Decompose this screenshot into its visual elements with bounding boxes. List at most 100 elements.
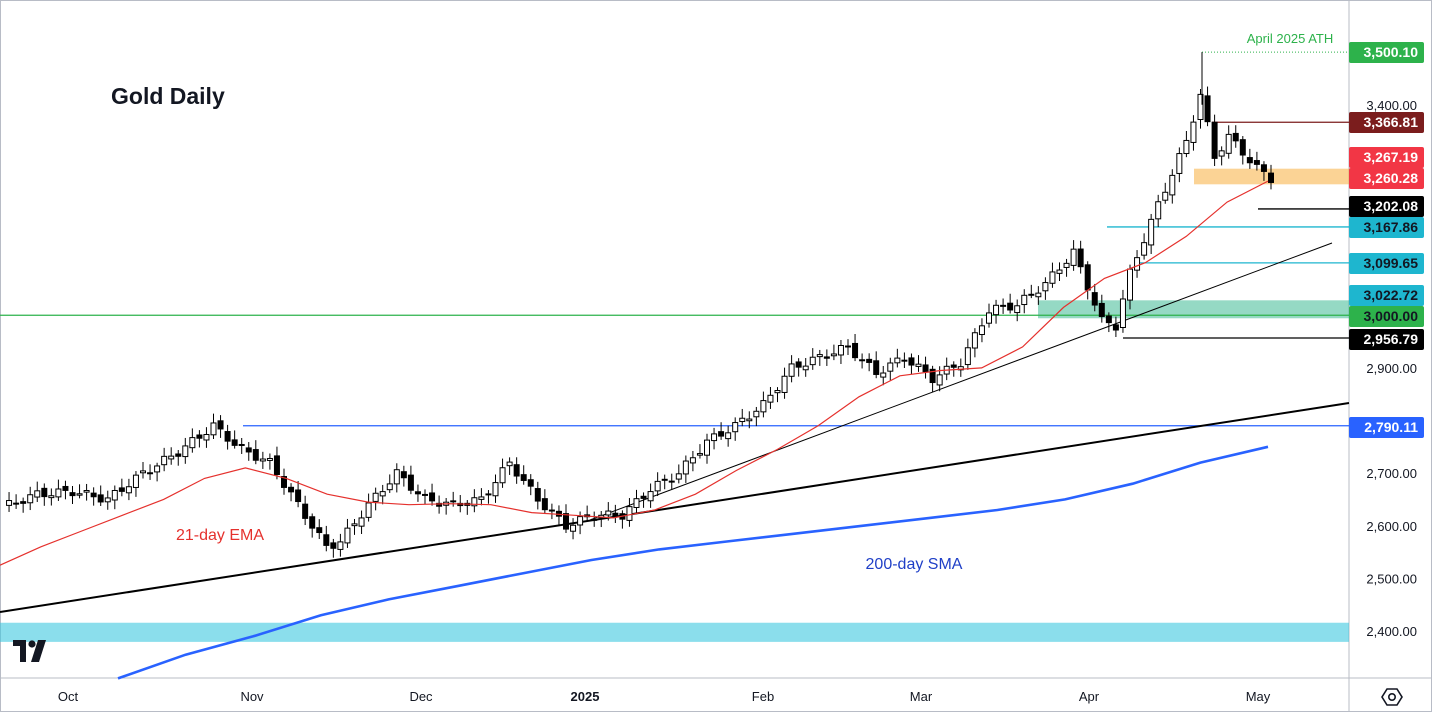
candle-body	[1169, 174, 1176, 196]
candle-body	[753, 410, 760, 418]
price-label-box	[1349, 196, 1424, 217]
candle-body	[866, 358, 873, 363]
candle-body	[1204, 95, 1211, 123]
candle-body	[506, 461, 513, 467]
candle-body	[577, 516, 584, 526]
candle-body	[781, 375, 788, 393]
y-tick-label: 2,500.00	[1366, 571, 1417, 586]
candle-body	[520, 474, 527, 481]
candle-body	[1091, 292, 1098, 306]
candle-body	[358, 517, 365, 527]
candle-body	[140, 470, 146, 474]
candle-body	[1049, 271, 1056, 284]
candle-body	[414, 491, 421, 495]
candle-body	[1162, 191, 1169, 201]
candle-body	[823, 356, 830, 359]
candle-body	[372, 492, 379, 502]
candle-body	[259, 458, 266, 462]
price-label-box	[1349, 417, 1424, 438]
candle-body	[1042, 282, 1049, 292]
candle-body	[83, 490, 90, 493]
candle-body	[1183, 139, 1190, 155]
annotation-label-0: April 2025 ATH	[1247, 31, 1333, 46]
candle-body	[605, 510, 612, 516]
candle-body	[682, 460, 689, 475]
candle-body	[104, 497, 111, 503]
x-tick-label: Feb	[752, 689, 774, 704]
candle-body	[323, 534, 330, 546]
candle-body	[252, 449, 259, 461]
candle-body	[288, 486, 295, 493]
candle-body	[774, 390, 781, 394]
candle-body	[1028, 293, 1035, 296]
candle-body	[436, 502, 443, 507]
tradingview-logo-icon	[13, 640, 53, 667]
candle-body	[1098, 302, 1105, 317]
trendline-short-term-support	[589, 242, 1333, 521]
candle-body	[1035, 292, 1042, 298]
candle-body	[1218, 150, 1225, 157]
candle-body	[365, 502, 372, 518]
candle-body	[1190, 121, 1197, 143]
candle-body	[689, 457, 696, 464]
candle-body	[281, 476, 287, 488]
candle-body	[1246, 157, 1253, 164]
candle-body	[711, 433, 718, 442]
candle-body	[795, 361, 802, 368]
price-label-box	[1349, 329, 1424, 350]
candle-body	[1268, 172, 1274, 183]
candle-body	[175, 453, 182, 457]
candle-body	[978, 325, 985, 336]
candle-body	[964, 347, 971, 366]
candle-body	[76, 493, 83, 496]
price-label-text: 3,366.81	[1364, 114, 1419, 130]
candle-body	[478, 496, 485, 500]
candle-body	[993, 304, 1000, 316]
candle-body	[182, 445, 189, 458]
candle-body	[873, 360, 880, 375]
price-label-text: 3,500.10	[1364, 44, 1419, 60]
candle-body	[379, 491, 386, 497]
x-tick-label: Oct	[58, 689, 79, 704]
candle-body	[859, 359, 866, 362]
candle-body	[295, 489, 302, 503]
candle-body	[147, 472, 154, 475]
price-label-box	[1349, 285, 1424, 306]
candle-body	[788, 363, 795, 377]
candle-body	[210, 422, 217, 436]
candle-body	[231, 439, 238, 446]
candle-body	[739, 417, 746, 423]
candle-body	[34, 490, 41, 498]
candle-body	[1260, 164, 1267, 172]
candle-body	[344, 527, 351, 544]
candle-body	[887, 362, 894, 372]
candle-body	[718, 431, 725, 437]
sma-200-line	[117, 445, 1269, 680]
zone-2	[0, 622, 1349, 642]
candle-body	[6, 500, 13, 506]
settings-gear-icon[interactable]	[1381, 686, 1403, 708]
candle-body	[802, 365, 809, 371]
candle-body	[1197, 93, 1204, 121]
ema-21-line	[0, 180, 1269, 566]
candle-body	[880, 372, 887, 378]
candle-body	[1021, 294, 1028, 306]
candle-body	[936, 374, 943, 386]
candle-body	[393, 469, 400, 485]
candle-body	[1000, 304, 1007, 307]
price-label-text: 3,022.72	[1364, 287, 1419, 303]
candle-body	[429, 492, 436, 502]
candle-body	[1070, 248, 1077, 266]
candle-body	[626, 506, 633, 521]
candle-body	[908, 357, 915, 366]
candle-body	[189, 437, 196, 449]
candle-body	[266, 457, 273, 461]
candle-body	[837, 345, 844, 356]
price-label-box	[1349, 217, 1424, 238]
candle-body	[125, 486, 132, 494]
price-label-box	[1349, 306, 1424, 327]
candle-body	[1239, 139, 1246, 156]
candle-body	[492, 482, 499, 497]
candle-body	[1063, 262, 1070, 268]
